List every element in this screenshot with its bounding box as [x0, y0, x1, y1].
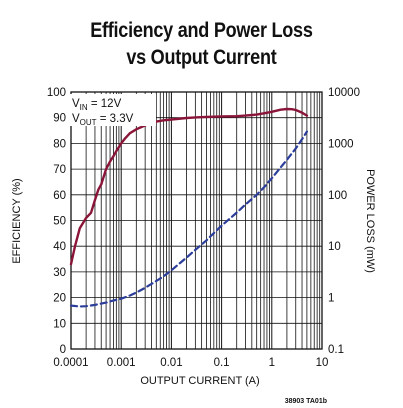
input-output-voltage-annotation: VIN = 12V VOUT = 3.3V — [68, 94, 156, 127]
vout-annotation: VOUT = 3.3V — [72, 113, 134, 127]
x-tick-label: 0.0001 — [53, 357, 88, 369]
y-left-tick-label: 70 — [53, 164, 66, 176]
y-right-tick-label: 1 — [328, 293, 334, 305]
gridlines — [70, 92, 322, 349]
y-left-tick-label: 30 — [53, 267, 66, 279]
y-left-tick-label: 60 — [53, 190, 66, 202]
y-right-tick-label: 0.1 — [328, 344, 344, 356]
vin-annotation: VIN = 12V — [72, 98, 122, 112]
y-left-tick-label: 100 — [47, 87, 66, 99]
x-tick-label: 0.1 — [214, 357, 230, 369]
x-tick-label: 1 — [269, 357, 275, 369]
plot-frame — [70, 91, 323, 350]
power-loss-series-line — [69, 130, 308, 308]
x-tick-label: 10 — [316, 357, 329, 369]
y-left-tick-label: 50 — [53, 216, 66, 228]
x-tick-label: 0.01 — [160, 357, 182, 369]
y-left-tick-label: 10 — [53, 318, 66, 330]
y-left-tick-label: 0 — [60, 344, 66, 356]
y-axis-left-label: EFFICIENCY (%) — [11, 178, 23, 263]
y-left-tick-label: 80 — [53, 138, 66, 150]
y-right-tick-label: 10000 — [328, 87, 360, 99]
y-right-tick-label: 100 — [328, 190, 347, 202]
efficiency-series-line — [69, 107, 309, 266]
x-tick-label: 0.001 — [107, 357, 136, 369]
chart-title-line-1: Efficiency and Power Loss — [90, 19, 313, 42]
chart-title-line-2: vs Output Current — [126, 46, 277, 69]
x-axis-label: OUTPUT CURRENT (A) — [140, 375, 259, 387]
y-left-tick-label: 90 — [53, 113, 66, 125]
y-right-tick-label: 1000 — [328, 138, 354, 150]
y-left-tick-label: 40 — [53, 241, 66, 253]
figure-code: 38903 TA01b — [285, 398, 327, 405]
series-layer — [69, 107, 309, 308]
tick-labels: 0.0001 0.001 0.01 0.1 1 100102030405060708090… — [47, 87, 360, 369]
y-axis-right-label: POWER LOSS (mW) — [364, 169, 376, 273]
y-right-tick-label: 10 — [328, 241, 341, 253]
y-left-tick-label: 20 — [53, 293, 66, 305]
